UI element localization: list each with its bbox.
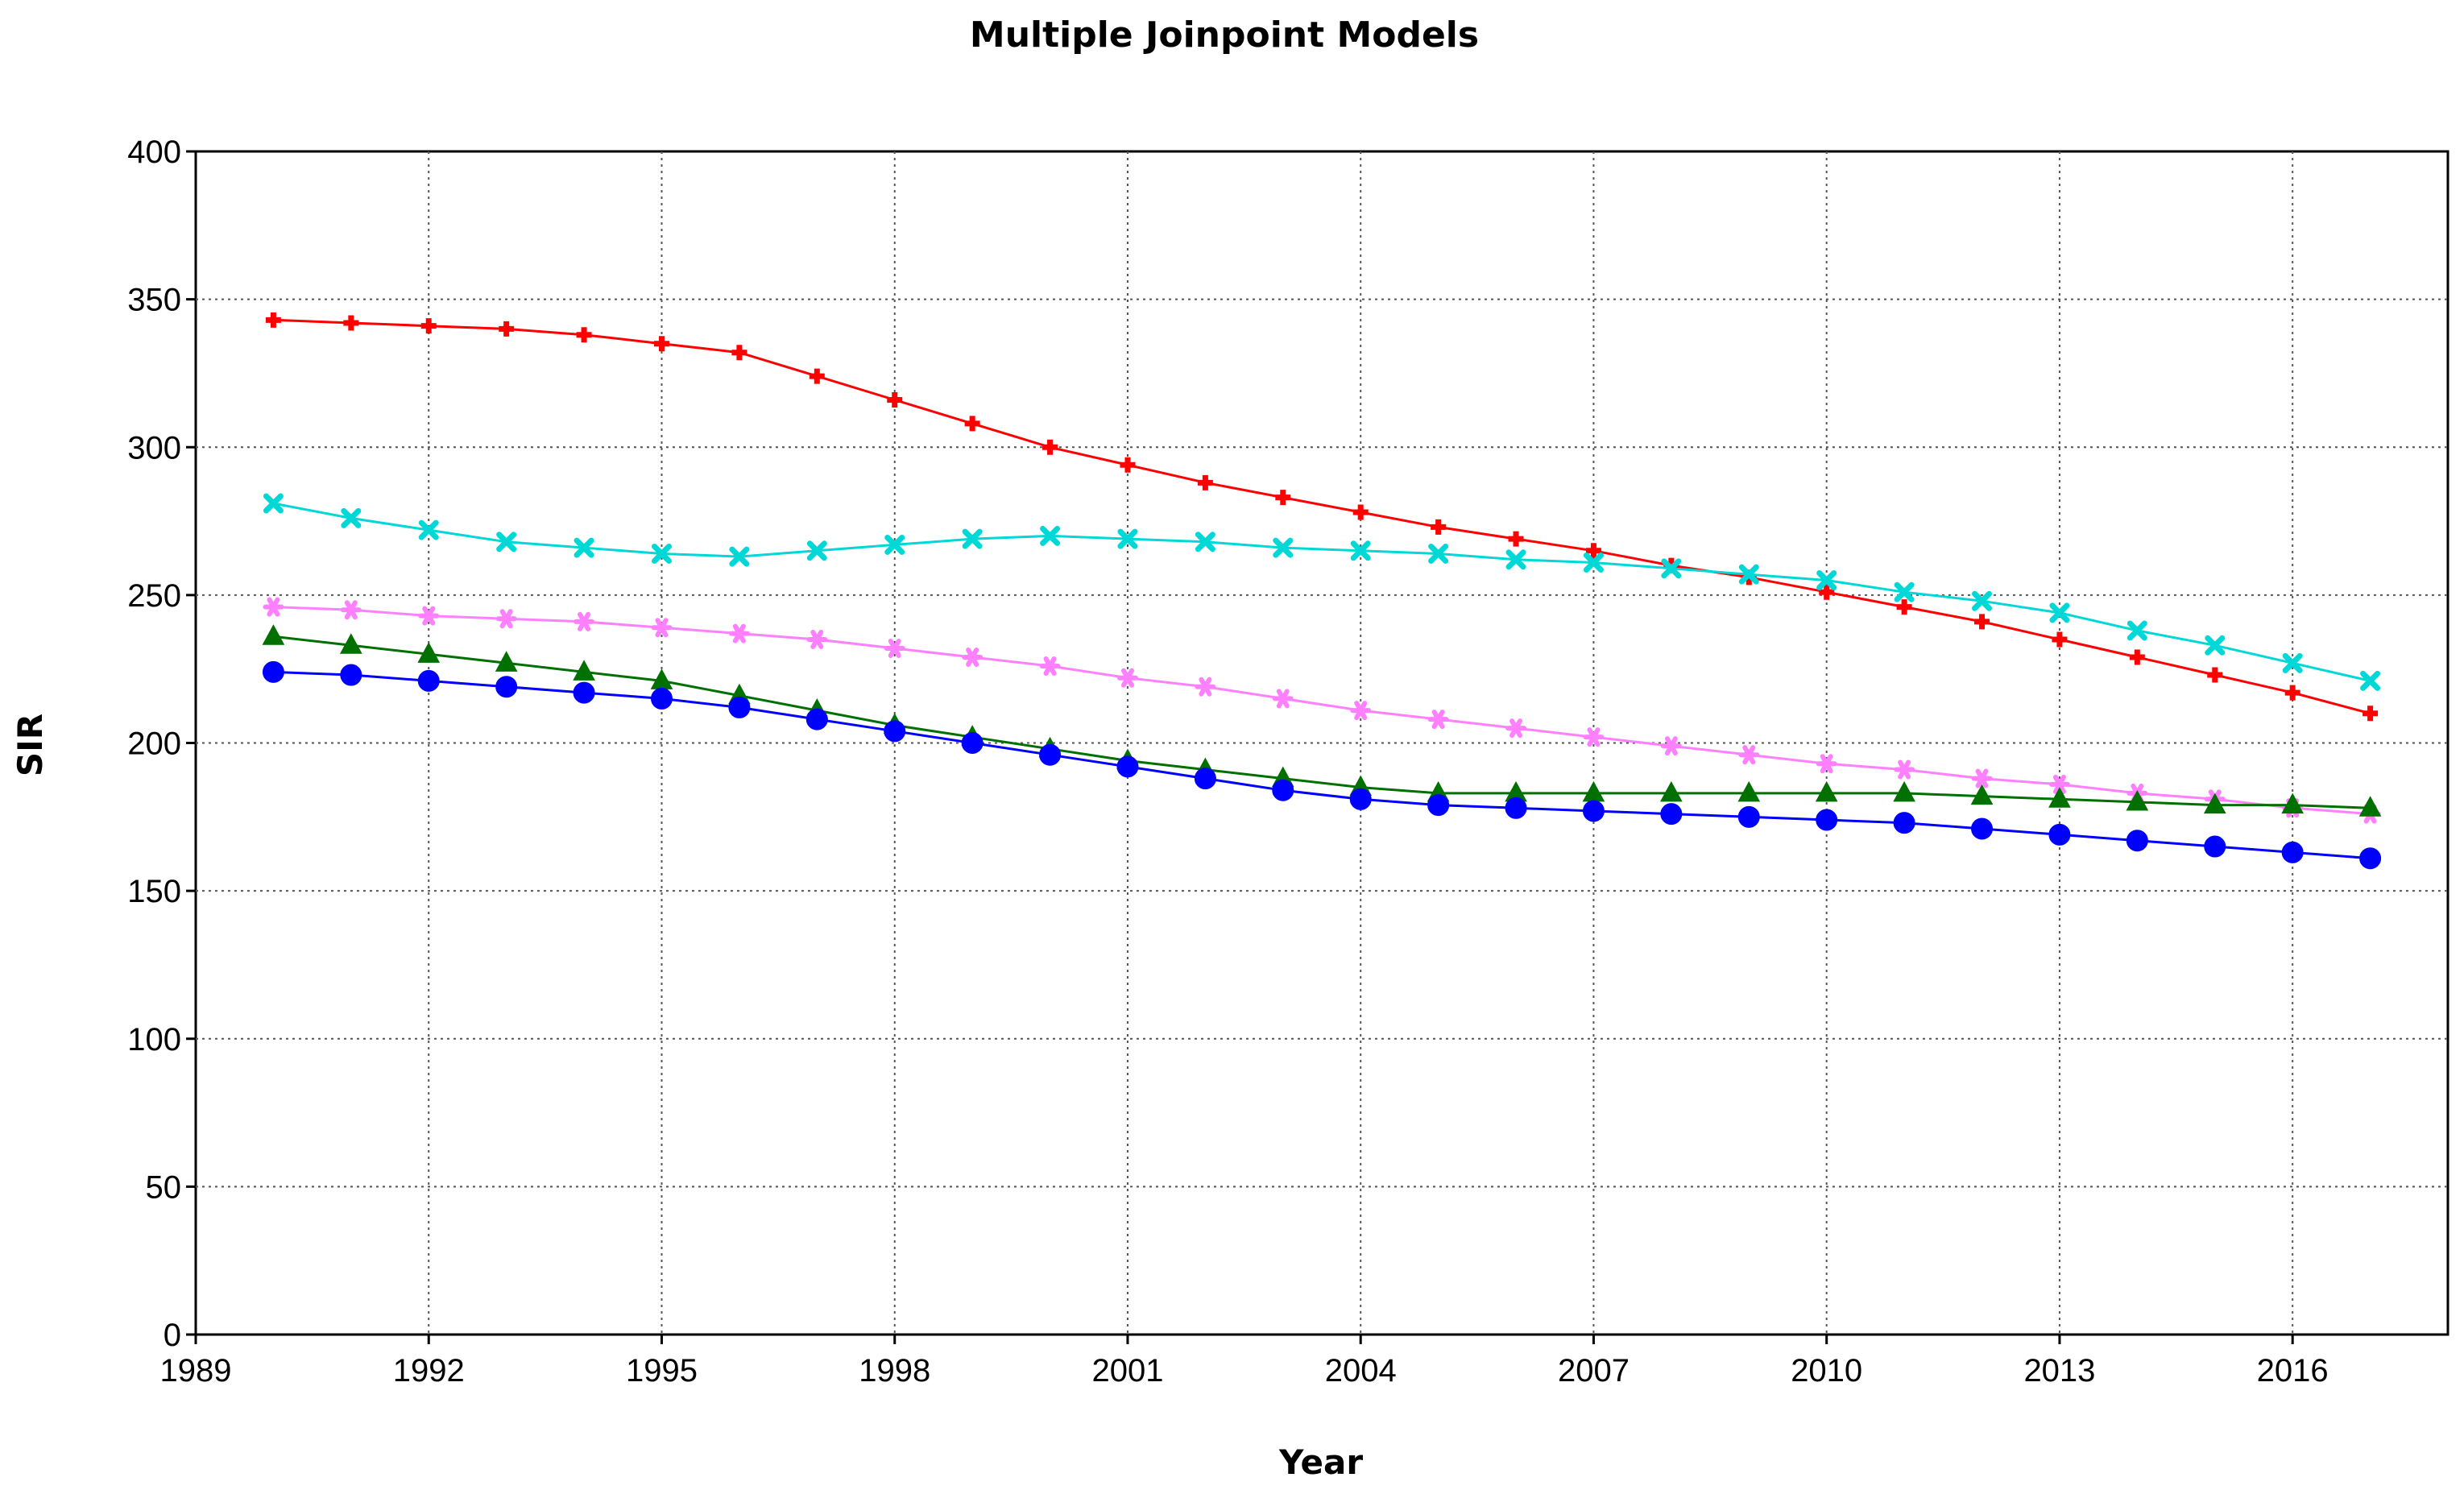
y-tick-label: 250 xyxy=(127,578,181,614)
x-tick-label: 2007 xyxy=(1558,1353,1630,1388)
x-tick-label: 2013 xyxy=(2023,1353,2095,1388)
data-point xyxy=(418,670,439,691)
y-tick-label: 50 xyxy=(146,1169,182,1205)
x-tick-label: 1992 xyxy=(393,1353,465,1388)
y-axis-label: SIR xyxy=(10,714,50,776)
data-point xyxy=(1505,797,1526,818)
data-point xyxy=(1738,806,1759,827)
data-point xyxy=(884,721,905,742)
data-point xyxy=(962,733,983,754)
data-point xyxy=(1972,818,1993,839)
x-tick-label: 1989 xyxy=(160,1353,232,1388)
x-tick-label: 2016 xyxy=(2257,1353,2329,1388)
data-point xyxy=(1816,809,1837,830)
data-point xyxy=(1894,813,1915,834)
y-axis-ticks: 0 50 100 150 200 250 300 350 400 xyxy=(127,135,196,1353)
data-point xyxy=(2126,830,2147,851)
x-tick-label: 2001 xyxy=(1091,1353,1163,1388)
data-point xyxy=(2282,842,2303,863)
y-tick-label: 0 xyxy=(164,1318,181,1353)
data-point xyxy=(341,664,362,685)
data-point xyxy=(2049,824,2070,845)
y-tick-label: 150 xyxy=(127,874,181,909)
y-tick-label: 200 xyxy=(127,726,181,762)
data-point xyxy=(806,709,827,730)
data-point xyxy=(729,697,750,718)
x-axis-label: Year xyxy=(1278,1442,1363,1482)
data-point xyxy=(496,677,517,697)
y-tick-label: 400 xyxy=(127,135,181,170)
y-tick-label: 350 xyxy=(127,283,181,318)
x-axis-ticks: 1989 1992 1995 1998 2001 2004 2007 2010 2013 2016 xyxy=(160,1335,2329,1388)
data-point xyxy=(1117,756,1138,777)
data-point xyxy=(1195,768,1215,789)
data-point xyxy=(2205,836,2226,857)
x-tick-label: 2010 xyxy=(1791,1353,1862,1388)
chart-title: Multiple Joinpoint Models xyxy=(970,14,1479,56)
data-point xyxy=(2360,848,2381,869)
x-tick-label: 2004 xyxy=(1325,1353,1397,1388)
data-point xyxy=(1350,788,1371,809)
data-point xyxy=(1428,795,1449,816)
data-point xyxy=(651,688,672,709)
data-point xyxy=(1273,780,1294,801)
chart: Multiple Joinpoint Models 0 50 100 150 200 25… xyxy=(0,0,2464,1494)
x-tick-label: 1995 xyxy=(626,1353,698,1388)
y-tick-label: 100 xyxy=(127,1022,181,1057)
data-point xyxy=(1661,804,1682,825)
data-point xyxy=(574,682,594,703)
x-tick-label: 1998 xyxy=(859,1353,930,1388)
y-tick-label: 300 xyxy=(127,430,181,466)
data-point xyxy=(263,661,284,682)
data-point xyxy=(1040,744,1061,765)
data-point xyxy=(1583,801,1604,821)
